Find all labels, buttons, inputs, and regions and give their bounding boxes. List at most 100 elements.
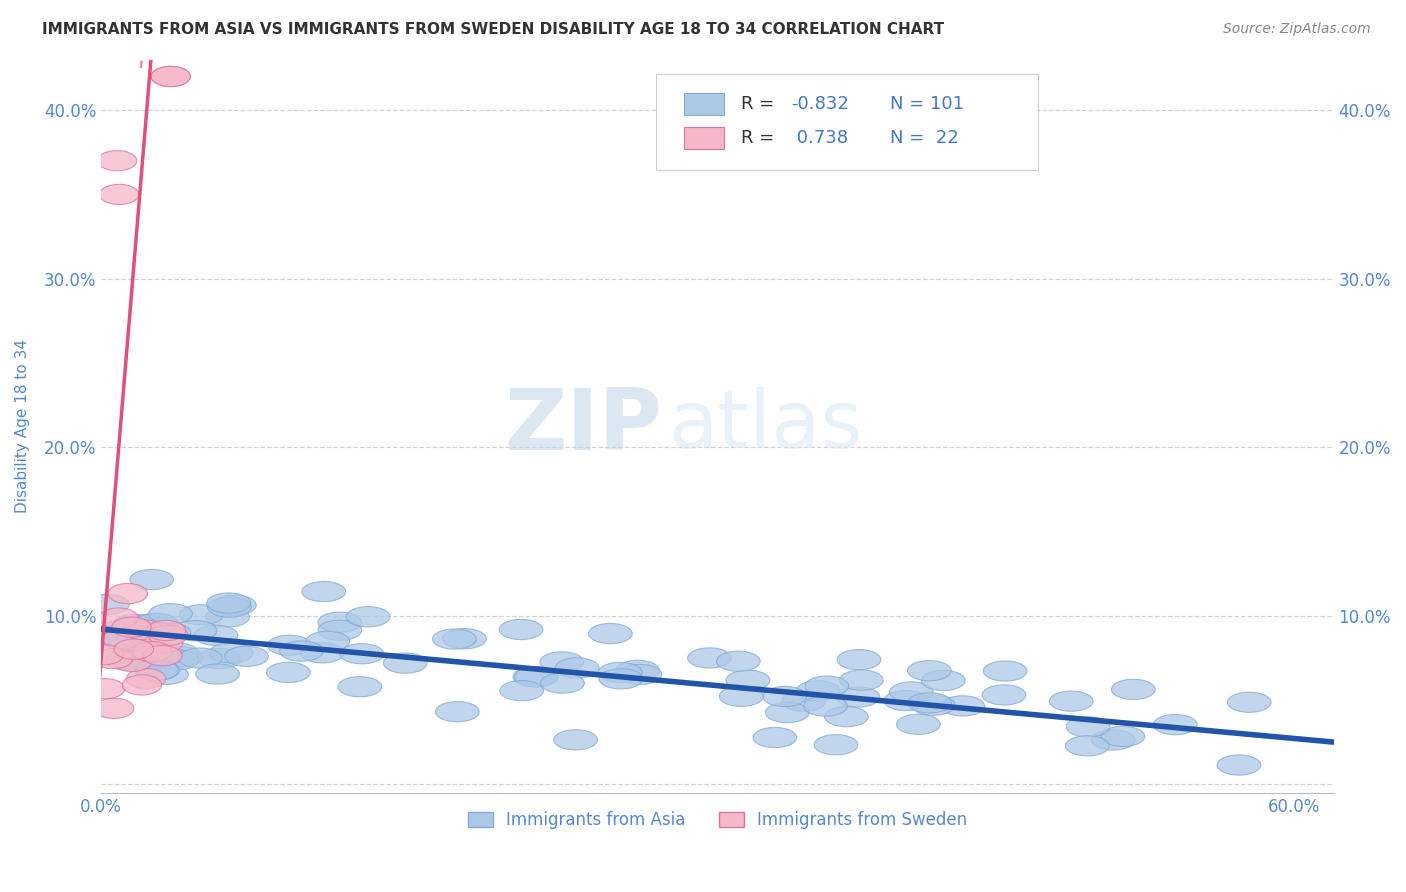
Ellipse shape — [142, 646, 181, 665]
Ellipse shape — [839, 670, 883, 690]
Ellipse shape — [688, 648, 731, 668]
Ellipse shape — [983, 685, 1026, 705]
Ellipse shape — [782, 691, 825, 711]
Ellipse shape — [173, 621, 217, 640]
FancyBboxPatch shape — [655, 74, 1038, 169]
Ellipse shape — [763, 686, 807, 706]
Ellipse shape — [280, 641, 323, 661]
Ellipse shape — [146, 620, 186, 640]
Ellipse shape — [554, 730, 598, 750]
Ellipse shape — [195, 664, 239, 684]
Ellipse shape — [134, 613, 177, 633]
Ellipse shape — [616, 660, 659, 681]
Ellipse shape — [911, 695, 955, 715]
Ellipse shape — [98, 608, 138, 628]
Ellipse shape — [112, 651, 152, 672]
Ellipse shape — [155, 649, 198, 670]
Ellipse shape — [720, 686, 763, 706]
Ellipse shape — [205, 607, 249, 627]
Ellipse shape — [124, 615, 167, 635]
Ellipse shape — [1153, 714, 1197, 735]
Ellipse shape — [150, 66, 190, 87]
Ellipse shape — [302, 582, 346, 602]
Ellipse shape — [124, 620, 163, 640]
Ellipse shape — [384, 653, 427, 673]
Text: R =: R = — [741, 95, 780, 112]
Ellipse shape — [983, 661, 1026, 681]
Ellipse shape — [908, 693, 952, 713]
Ellipse shape — [135, 660, 179, 681]
Ellipse shape — [804, 696, 848, 716]
Ellipse shape — [86, 679, 125, 698]
Ellipse shape — [540, 673, 585, 693]
Ellipse shape — [1066, 736, 1109, 756]
Text: Source: ZipAtlas.com: Source: ZipAtlas.com — [1223, 22, 1371, 37]
Ellipse shape — [155, 643, 198, 663]
Text: -0.832: -0.832 — [792, 95, 849, 112]
Ellipse shape — [555, 657, 599, 678]
Ellipse shape — [806, 676, 849, 697]
Bar — [685, 93, 724, 114]
Y-axis label: Disability Age 18 to 34: Disability Age 18 to 34 — [15, 339, 30, 513]
Ellipse shape — [796, 681, 839, 701]
Ellipse shape — [112, 617, 152, 637]
Ellipse shape — [84, 645, 124, 665]
Text: 0.738: 0.738 — [792, 129, 848, 147]
Ellipse shape — [143, 632, 183, 653]
Ellipse shape — [105, 632, 149, 651]
Ellipse shape — [98, 621, 142, 641]
Ellipse shape — [117, 628, 160, 648]
Ellipse shape — [149, 625, 187, 646]
Ellipse shape — [540, 652, 583, 672]
Ellipse shape — [94, 648, 134, 669]
Ellipse shape — [824, 706, 868, 727]
Ellipse shape — [515, 667, 558, 687]
Ellipse shape — [148, 623, 191, 643]
Ellipse shape — [837, 649, 880, 670]
Ellipse shape — [135, 614, 179, 633]
Ellipse shape — [100, 185, 139, 204]
Ellipse shape — [907, 661, 952, 681]
Ellipse shape — [346, 607, 389, 627]
Ellipse shape — [1218, 755, 1261, 775]
Ellipse shape — [340, 644, 384, 664]
Ellipse shape — [307, 632, 350, 651]
Ellipse shape — [127, 668, 166, 689]
Ellipse shape — [941, 696, 984, 716]
Ellipse shape — [129, 648, 173, 668]
Ellipse shape — [1101, 726, 1144, 747]
Ellipse shape — [725, 670, 769, 690]
Ellipse shape — [1227, 692, 1271, 713]
Ellipse shape — [754, 727, 797, 747]
Ellipse shape — [619, 665, 662, 685]
Ellipse shape — [1091, 730, 1135, 750]
Text: ZIP: ZIP — [505, 384, 662, 467]
Ellipse shape — [589, 624, 633, 644]
Ellipse shape — [194, 625, 238, 646]
Ellipse shape — [897, 714, 941, 734]
Ellipse shape — [318, 620, 361, 640]
Legend: Immigrants from Asia, Immigrants from Sweden: Immigrants from Asia, Immigrants from Sw… — [461, 805, 974, 836]
Ellipse shape — [301, 643, 344, 663]
Ellipse shape — [266, 662, 311, 682]
Ellipse shape — [103, 629, 142, 648]
Ellipse shape — [112, 615, 156, 634]
Ellipse shape — [136, 637, 180, 657]
Ellipse shape — [225, 646, 269, 666]
Ellipse shape — [132, 641, 172, 662]
Ellipse shape — [921, 670, 965, 690]
Ellipse shape — [129, 569, 173, 590]
Text: atlas: atlas — [668, 387, 862, 465]
Ellipse shape — [159, 647, 202, 667]
Ellipse shape — [884, 690, 928, 711]
Ellipse shape — [150, 66, 190, 87]
Ellipse shape — [890, 681, 934, 702]
Ellipse shape — [837, 687, 880, 707]
Ellipse shape — [513, 666, 557, 687]
Ellipse shape — [179, 648, 222, 668]
Ellipse shape — [122, 675, 162, 695]
Ellipse shape — [433, 629, 477, 649]
Ellipse shape — [717, 651, 761, 672]
Ellipse shape — [212, 595, 256, 615]
Text: IMMIGRANTS FROM ASIA VS IMMIGRANTS FROM SWEDEN DISABILITY AGE 18 TO 34 CORRELATI: IMMIGRANTS FROM ASIA VS IMMIGRANTS FROM … — [42, 22, 945, 37]
